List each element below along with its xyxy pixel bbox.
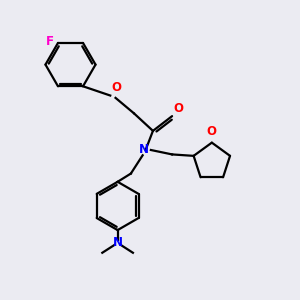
Text: N: N	[112, 236, 123, 249]
Text: F: F	[46, 35, 54, 48]
Text: O: O	[112, 81, 122, 94]
Text: O: O	[207, 125, 217, 138]
Text: O: O	[174, 102, 184, 115]
Text: N: N	[139, 143, 149, 157]
